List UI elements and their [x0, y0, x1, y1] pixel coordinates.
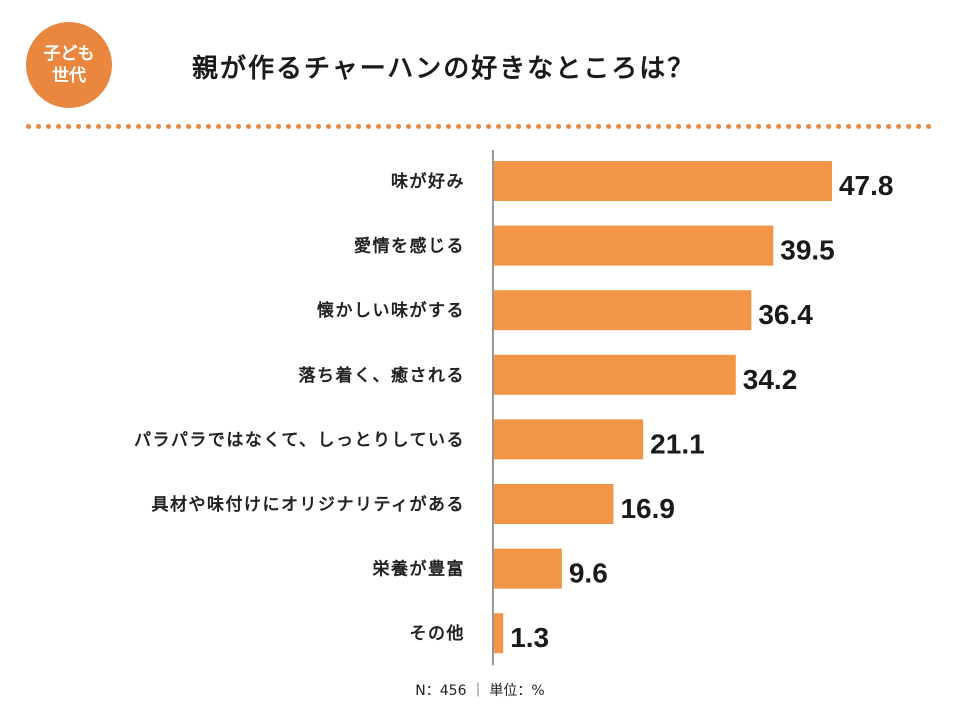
bar — [494, 613, 504, 654]
bar-chart: 味が好み 47.8 愛情を感じる 39.5 懐かしい味がする 36.4 落ち着く、癒される 3… — [134, 150, 894, 666]
value-label: 21.1 — [650, 428, 705, 459]
category-label: 具材や味付けにオリジナリティがある — [151, 494, 465, 515]
category-label: 落ち着く、癒される — [299, 365, 466, 386]
category-label: 栄養が豊富 — [372, 559, 466, 580]
title-divider — [26, 124, 932, 129]
category-label: 愛情を感じる — [354, 236, 465, 257]
bar — [494, 484, 614, 524]
bar — [494, 354, 736, 395]
value-label: 16.9 — [620, 493, 675, 524]
value-label: 39.5 — [780, 235, 835, 266]
category-label: パラパラではなくて、しっとりしている — [134, 430, 465, 450]
badge-line-2: 世代 — [52, 66, 86, 86]
category-label: その他 — [410, 623, 466, 644]
bar — [494, 290, 752, 331]
generation-badge: 子ども 世代 — [26, 22, 112, 108]
bar — [494, 225, 774, 266]
bar — [494, 161, 832, 201]
value-label: 9.6 — [569, 558, 608, 589]
value-label: 1.3 — [510, 622, 549, 653]
badge-line-1: 子ども — [43, 44, 95, 64]
sample-size-note: N：456 ｜ 単位：% — [415, 683, 545, 699]
bar — [494, 419, 644, 460]
value-label: 47.8 — [839, 170, 894, 201]
category-label: 懐かしい味がする — [317, 300, 465, 321]
value-label: 34.2 — [743, 364, 798, 395]
category-label: 味が好み — [391, 171, 465, 192]
bar — [494, 548, 562, 589]
chart-title: 親が作るチャーハンの好きなところは？ — [192, 54, 696, 84]
value-label: 36.4 — [758, 299, 813, 330]
